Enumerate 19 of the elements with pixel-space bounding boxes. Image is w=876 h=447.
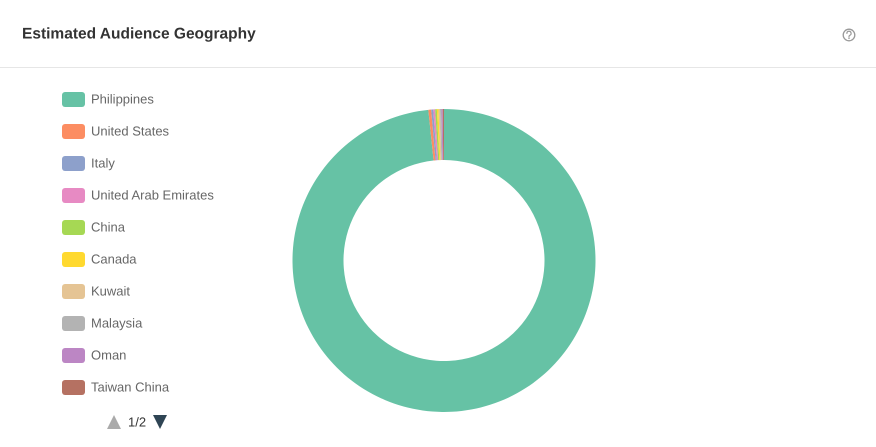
legend-label: Malaysia xyxy=(91,316,144,331)
donut-slice xyxy=(428,110,436,161)
legend-label: Italy xyxy=(91,156,116,171)
text: 1/2 xyxy=(128,414,146,430)
donut-slice xyxy=(435,109,440,160)
legend-label: China xyxy=(91,220,126,235)
chart-title: Estimated Audience Geography xyxy=(22,25,256,42)
donut-slice xyxy=(292,109,596,412)
legend-label: Philippines xyxy=(91,92,154,107)
donut-slice xyxy=(438,109,442,160)
legend-label: United States xyxy=(91,124,170,139)
legend-label: Canada xyxy=(91,252,138,267)
donut-slice xyxy=(433,109,438,160)
legend-label: United Arab Emirates xyxy=(91,188,214,203)
legend-label: Kuwait xyxy=(91,284,130,299)
donut-slice xyxy=(436,109,440,160)
donut-slice xyxy=(431,109,437,160)
legend-label: Oman xyxy=(91,348,126,363)
legend-label: Taiwan China xyxy=(91,380,170,395)
